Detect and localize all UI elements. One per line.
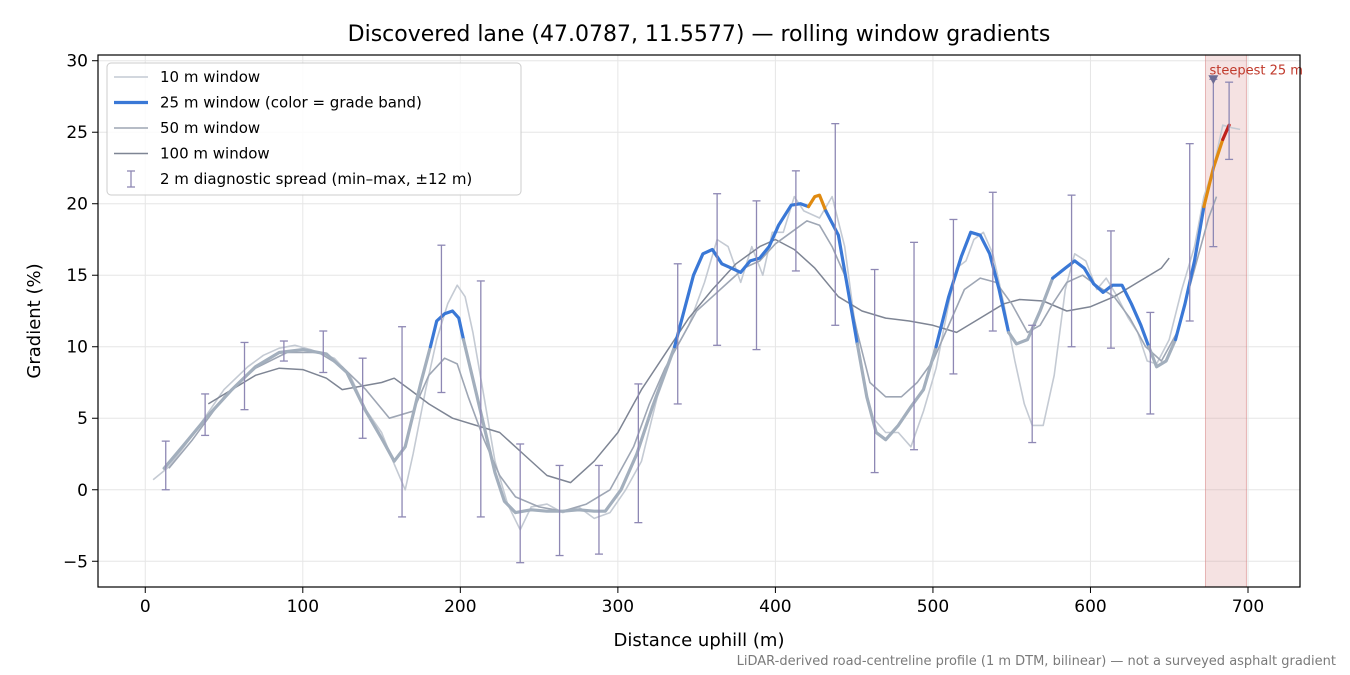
error-bar — [201, 393, 210, 437]
error-bar — [1067, 194, 1076, 348]
series-25m-segment — [673, 202, 811, 349]
y-tick-label: 0 — [77, 481, 88, 501]
error-bar — [791, 170, 800, 272]
caption: LiDAR-derived road-centreline profile (1… — [737, 654, 1336, 669]
x-tick-label: 300 — [602, 597, 634, 617]
x-tick-label: 100 — [287, 597, 319, 617]
steepest-band — [1204, 55, 1247, 587]
x-axis-label: Distance uphill (m) — [614, 630, 785, 651]
error-bar — [634, 383, 643, 524]
y-tick-label: 30 — [66, 52, 88, 72]
series-10m-line — [152, 124, 1241, 531]
error-bar — [319, 330, 328, 374]
y-tick-label: 20 — [66, 195, 88, 215]
error-bar — [752, 200, 761, 351]
error-bar — [870, 268, 879, 474]
error-bar — [988, 191, 997, 332]
legend-label: 2 m diagnostic spread (min–max, ±12 m) — [160, 170, 472, 188]
y-tick-label: 15 — [66, 266, 88, 286]
series-25m-segment — [461, 338, 677, 515]
series-25m-segment — [824, 209, 859, 346]
legend-label: 50 m window — [160, 119, 260, 137]
error-bar — [279, 340, 288, 362]
legend-label: 25 m window (color = grade band) — [160, 94, 422, 112]
legend-entry: 100 m window — [114, 145, 270, 163]
y-tick-label: 5 — [77, 409, 88, 429]
x-axis: 0 100 200 300 400 500 600 700 — [140, 587, 1264, 617]
series-25m-segment — [428, 309, 466, 349]
series-100m-line — [207, 238, 1170, 484]
legend-label: 100 m window — [160, 145, 270, 163]
steepest-label: steepest 25 m — [1209, 63, 1302, 78]
series-25m-segment — [855, 342, 938, 442]
error-bar — [358, 357, 367, 439]
chart-title: Discovered lane (47.0787, 11.5577) — rol… — [348, 22, 1051, 47]
x-tick-label: 0 — [140, 597, 151, 617]
x-tick-label: 700 — [1232, 597, 1264, 617]
legend-entry: 50 m window — [114, 119, 260, 137]
legend-entry: 25 m window (color = grade band) — [114, 94, 422, 112]
error-bar — [516, 443, 525, 564]
legend-entry: 2 m diagnostic spread (min–max, ±12 m) — [127, 170, 472, 188]
series-50m-line — [168, 196, 1218, 512]
error-bar — [398, 326, 407, 518]
error-bar — [910, 241, 919, 451]
error-bar — [1225, 81, 1234, 161]
plot-frame — [97, 54, 1301, 588]
error-bar — [161, 440, 170, 491]
error-bar — [240, 341, 249, 411]
x-tick-label: 200 — [444, 597, 476, 617]
y-axis: −5 0 5 10 15 20 25 30 — [63, 52, 98, 572]
steepest-marker — [1208, 75, 1219, 85]
legend-box — [106, 62, 522, 196]
error-bar — [713, 193, 722, 346]
error-bar — [1185, 143, 1194, 322]
series-25m-segment — [1147, 338, 1178, 369]
y-tick-label: −5 — [63, 552, 88, 572]
x-tick-label: 600 — [1074, 597, 1106, 617]
series-25m-segment — [934, 230, 1011, 349]
series-25m-segment — [1221, 123, 1231, 141]
error-bar — [831, 122, 840, 326]
x-tick-label: 400 — [759, 597, 791, 617]
error-bar — [673, 263, 682, 405]
series-25m-segment — [806, 193, 828, 213]
error-bar — [1146, 311, 1155, 415]
y-tick-label: 10 — [66, 338, 88, 358]
y-tick-label: 25 — [66, 123, 88, 143]
y-axis-label: Gradient (%) — [24, 263, 45, 378]
error-bar — [949, 218, 958, 375]
series-25m-segment — [1007, 276, 1055, 346]
x-tick-label: 500 — [917, 597, 949, 617]
error-bar — [555, 464, 564, 557]
highlight-band-layer — [1204, 55, 1247, 587]
error-bar — [594, 464, 603, 555]
error-bar — [1106, 230, 1115, 349]
error-bar — [437, 244, 446, 394]
legend-label: 10 m window — [160, 68, 260, 86]
error-bar — [1028, 324, 1037, 444]
series-layer — [152, 123, 1241, 531]
error-bar — [476, 280, 485, 518]
legend-entry: 10 m window — [114, 68, 260, 86]
annotation-layer: steepest 25 m — [1208, 63, 1303, 85]
legend: 10 m window 25 m window (color = grade ba… — [106, 62, 522, 196]
